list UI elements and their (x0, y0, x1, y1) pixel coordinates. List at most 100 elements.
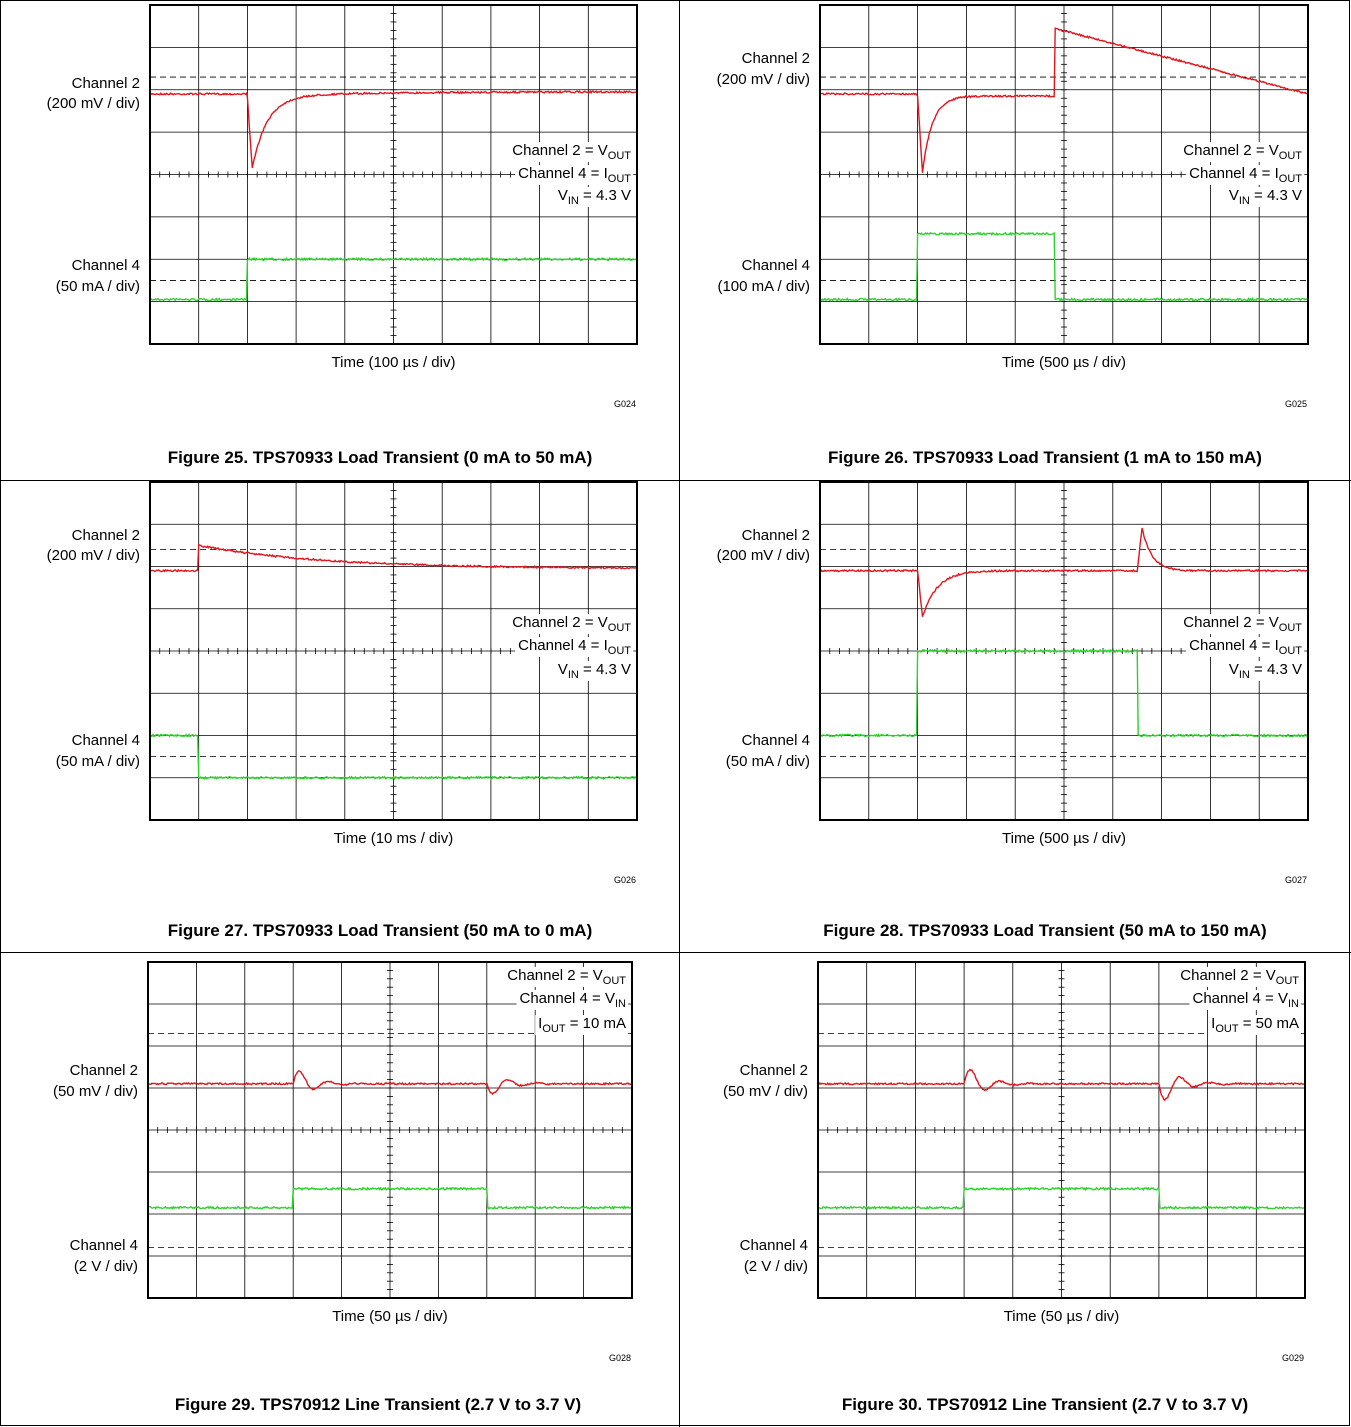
annotation-text: Channel 2 = V (1183, 614, 1279, 631)
annotation: Channel 4 = IOUT (1189, 165, 1302, 185)
subscript: OUT (608, 173, 632, 185)
annotation-text: Channel 2 = V (1180, 967, 1276, 984)
channel-2-trace (149, 89, 638, 169)
note-background (516, 990, 629, 1010)
channel-4-trace (149, 732, 638, 781)
note-background (554, 187, 633, 207)
annotation: VIN = 4.3 V (1229, 187, 1302, 207)
annotation: VIN = 4.3 V (1229, 661, 1302, 681)
channel-2-label: Channel 2 (72, 75, 140, 92)
time-label: Time (100 µs / div) (332, 354, 456, 371)
figure-caption: Figure 28. TPS70933 Load Transient (50 m… (823, 921, 1266, 940)
channel-4-scale: (100 mA / div) (717, 278, 810, 295)
channel-4-trace (149, 256, 638, 302)
channel-2-scale: (50 mV / div) (723, 1083, 808, 1100)
annotation: Channel 2 = VOUT (512, 614, 631, 634)
channel-4-label: Channel 4 (742, 257, 810, 274)
time-label: Time (500 µs / div) (1002, 830, 1126, 847)
figure: Channel 2 (50 mV / div) Channel 4 (2 V / di… (53, 961, 633, 1414)
channel-4-trace (819, 231, 1309, 303)
annotation-text: = 4.3 V (579, 661, 631, 678)
figure-caption: Figure 26. TPS70933 Load Transient (1 mA… (828, 448, 1262, 467)
channel-2-trace (147, 1069, 633, 1096)
annotation: VIN = 4.3 V (558, 187, 631, 207)
annotation-text: = 50 mA (1239, 1015, 1299, 1032)
channel-2-scale: (200 mV / div) (717, 71, 810, 88)
figure-code: G028 (609, 1353, 631, 1363)
channel-4-label: Channel 4 (72, 257, 140, 274)
annotation-text: Channel 4 = I (1189, 165, 1279, 182)
channel-4-scale: (2 V / div) (744, 1258, 808, 1275)
plot-frame (819, 4, 1309, 345)
annotation: Channel 2 = VOUT (507, 967, 626, 987)
annotation: IOUT = 50 mA (1211, 1015, 1299, 1035)
note-background (509, 142, 634, 162)
subscript: OUT (608, 150, 632, 162)
annotation-text: Channel 4 = I (1189, 637, 1279, 654)
annotation-text: = 10 mA (566, 1015, 626, 1032)
annotation-text: Channel 4 = I (518, 637, 608, 654)
note-background (1225, 661, 1304, 681)
annotation-text: Channel 2 = V (507, 967, 603, 984)
channel-4-label: Channel 4 (740, 1237, 808, 1254)
subscript: OUT (1279, 622, 1303, 634)
subscript: OUT (1215, 1023, 1239, 1035)
channel-2-scale: (200 mV / div) (47, 95, 140, 112)
annotation: Channel 4 = VIN (1193, 990, 1300, 1010)
annotation: Channel 2 = VOUT (1183, 142, 1302, 162)
subscript: IN (1288, 998, 1299, 1010)
channel-4-label: Channel 4 (742, 732, 810, 749)
channel-4-label: Channel 4 (70, 1237, 138, 1254)
note-background (1177, 967, 1302, 987)
annotation-text: Channel 2 = V (1183, 142, 1279, 159)
annotation-text: V (1229, 187, 1239, 204)
figure-code: G025 (1285, 399, 1307, 409)
note-background (1189, 990, 1302, 1010)
figure: Channel 2 (200 mV / div) Channel 4 (50 mA /… (47, 481, 638, 940)
annotation: IOUT = 10 mA (538, 1015, 626, 1035)
note-background (1208, 1015, 1301, 1035)
time-label: Time (50 µs / div) (1004, 1308, 1120, 1325)
note-background (504, 967, 629, 987)
annotation-text: V (558, 187, 568, 204)
annotation-text: = 4.3 V (1250, 187, 1302, 204)
annotation-text: V (558, 661, 568, 678)
plot-frame (149, 4, 638, 345)
figure: Channel 2 (200 mV / div) Channel 4 (50 mA /… (717, 481, 1309, 940)
figure-code: G026 (614, 875, 636, 885)
annotation: Channel 2 = VOUT (1183, 614, 1302, 634)
channel-4-scale: (2 V / div) (74, 1258, 138, 1275)
figure: Channel 2 (200 mV / div) Channel 4 (100 mA … (717, 4, 1309, 467)
figure-code: G024 (614, 399, 636, 409)
channel-2-label: Channel 2 (740, 1062, 808, 1079)
plot-frame (149, 481, 638, 821)
note-background (515, 165, 634, 185)
subscript: IN (1239, 195, 1250, 207)
channel-4-scale: (50 mA / div) (726, 753, 810, 770)
channel-2-trace (819, 527, 1309, 617)
channel-4-label: Channel 4 (72, 732, 140, 749)
subscript: OUT (1279, 150, 1303, 162)
channel-2-label: Channel 2 (742, 527, 810, 544)
note-background (1225, 187, 1304, 207)
channel-4-trace (147, 1186, 633, 1211)
time-label: Time (50 µs / div) (332, 1308, 448, 1325)
plot-frame (819, 481, 1309, 821)
subscript: OUT (603, 975, 627, 987)
plot-frame (817, 961, 1306, 1299)
figure-caption: Figure 30. TPS70912 Line Transient (2.7 … (842, 1395, 1248, 1414)
figure: Channel 2 (200 mV / div) Channel 4 (50 mA /… (47, 4, 638, 467)
subscript: OUT (542, 1023, 566, 1035)
channel-2-trace (817, 1068, 1306, 1102)
annotation: Channel 2 = VOUT (1180, 967, 1299, 987)
channel-2-label: Channel 2 (742, 50, 810, 67)
annotation-text: I (538, 1015, 542, 1032)
figure-code: G027 (1285, 875, 1307, 885)
subscript: IN (1239, 669, 1250, 681)
plot-frame (147, 961, 633, 1299)
annotation: Channel 4 = IOUT (1189, 637, 1302, 657)
figure-caption: Figure 25. TPS70933 Load Transient (0 mA… (168, 448, 593, 467)
subscript: OUT (1279, 645, 1303, 657)
